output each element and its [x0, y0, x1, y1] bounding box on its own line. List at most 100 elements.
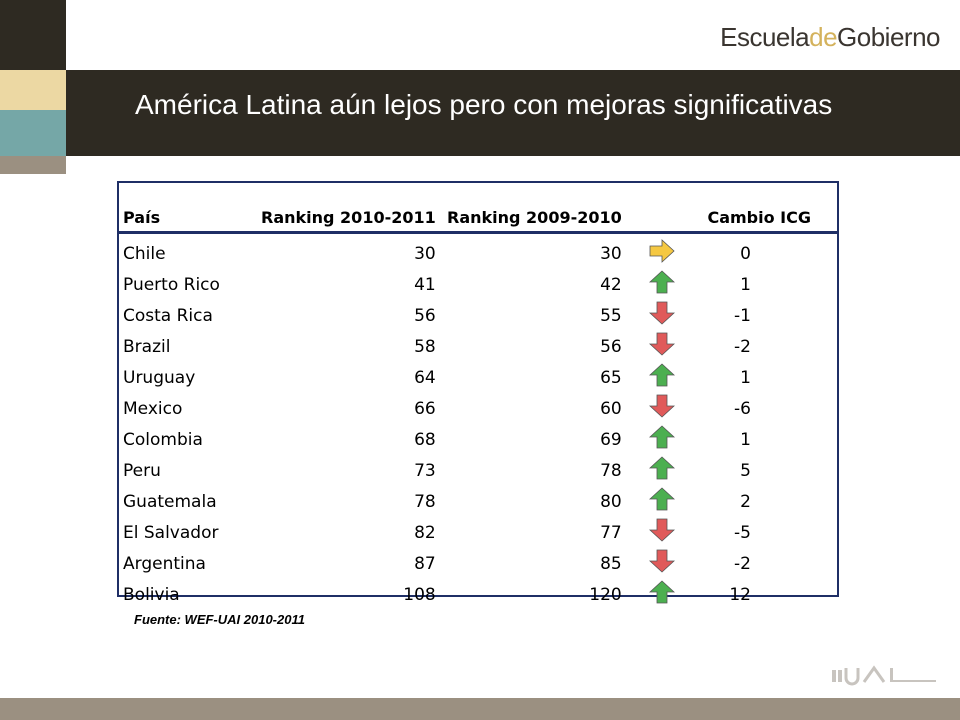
table-row: Costa Rica 56 55 -1 [119, 300, 837, 331]
table-row: Mexico 66 60 -6 [119, 393, 837, 424]
cell-trend [628, 517, 696, 548]
cell-country: Uruguay [123, 367, 196, 388]
cell-ranking-2009: 120 [589, 584, 622, 605]
cell-ranking-2009: 80 [600, 491, 622, 512]
uai-logo [830, 664, 940, 699]
header-country: País [119, 183, 257, 234]
table-row: Chile 30 30 0 [119, 233, 837, 270]
title-bar [66, 70, 960, 156]
cell-change: 1 [740, 429, 751, 450]
arrow-up-icon [648, 487, 675, 516]
cell-ranking-2010: 108 [403, 584, 436, 605]
ranking-table-container: País Ranking 2010-2011 Ranking 2009-2010… [117, 181, 839, 605]
cell-country: Costa Rica [123, 305, 213, 326]
cell-ranking-2009: 60 [600, 398, 622, 419]
table-row: Argentina 87 85 -2 [119, 548, 837, 579]
cell-trend [628, 486, 696, 517]
table-row: Peru 73 78 5 [119, 455, 837, 486]
arrow-up-icon [648, 580, 675, 609]
footer-bar [0, 698, 960, 720]
cell-ranking-2010: 56 [414, 305, 436, 326]
cell-change: -6 [734, 398, 751, 419]
table-header-row: País Ranking 2010-2011 Ranking 2009-2010… [119, 183, 837, 234]
cell-country: Mexico [123, 398, 183, 419]
cell-change: -1 [734, 305, 751, 326]
cell-ranking-2009: 77 [600, 522, 622, 543]
cell-ranking-2010: 73 [414, 460, 436, 481]
cell-change: -5 [734, 522, 751, 543]
cell-country: Chile [123, 243, 166, 264]
cell-country: Guatemala [123, 491, 217, 512]
table-body: Chile 30 30 0 Puerto Rico 41 42 1 Costa Rica 56 55… [119, 233, 837, 611]
cell-ranking-2009: 56 [600, 336, 622, 357]
header-change: Cambio ICG [695, 183, 837, 234]
header-trend [627, 183, 696, 234]
cell-ranking-2010: 58 [414, 336, 436, 357]
cell-trend [628, 233, 696, 270]
arrow-down-icon [648, 301, 675, 330]
arrow-up-icon [648, 425, 675, 454]
header-ranking-2009: Ranking 2009-2010 [441, 183, 628, 234]
cell-ranking-2009: 65 [600, 367, 622, 388]
cell-country: Colombia [123, 429, 203, 450]
cell-country: Puerto Rico [123, 274, 220, 295]
cell-ranking-2009: 78 [600, 460, 622, 481]
cell-trend [628, 393, 696, 424]
table-row: Brazil 58 56 -2 [119, 331, 837, 362]
source-note: Fuente: WEF-UAI 2010-2011 [134, 612, 305, 627]
ranking-table: País Ranking 2010-2011 Ranking 2009-2010… [119, 183, 837, 610]
arrow-down-icon [648, 549, 675, 578]
arrow-down-icon [648, 394, 675, 423]
cell-ranking-2009: 30 [600, 243, 622, 264]
cell-country: Bolivia [123, 584, 180, 605]
cell-trend [628, 300, 696, 331]
cell-ranking-2009: 55 [600, 305, 622, 326]
arrow-down-icon [648, 332, 675, 361]
arrow-right-icon [649, 239, 675, 268]
cell-ranking-2010: 30 [414, 243, 436, 264]
cell-change: -2 [734, 553, 751, 574]
cell-trend [628, 455, 696, 486]
table-row: Guatemala 78 80 2 [119, 486, 837, 517]
slide-title: América Latina aún lejos pero con mejora… [135, 89, 833, 120]
cell-change: 5 [740, 460, 751, 481]
corner-block-gray [0, 156, 66, 174]
cell-change: 12 [729, 584, 751, 605]
cell-change: -2 [734, 336, 751, 357]
cell-ranking-2010: 78 [414, 491, 436, 512]
cell-country: El Salvador [123, 522, 219, 543]
cell-change: 1 [740, 367, 751, 388]
arrow-down-icon [648, 518, 675, 547]
arrow-up-icon [648, 270, 675, 299]
cell-trend [628, 331, 696, 362]
cell-trend [628, 269, 696, 300]
cell-country: Argentina [123, 553, 206, 574]
arrow-up-icon [648, 363, 675, 392]
corner-block-dark [0, 0, 66, 70]
cell-trend [628, 548, 696, 579]
cell-change: 2 [740, 491, 751, 512]
corner-block-tan [0, 70, 66, 110]
table-row: Uruguay 64 65 1 [119, 362, 837, 393]
cell-ranking-2010: 68 [414, 429, 436, 450]
cell-ranking-2010: 87 [414, 553, 436, 574]
cell-trend [628, 424, 696, 455]
arrow-up-icon [648, 456, 675, 485]
cell-country: Peru [123, 460, 161, 481]
table-row: Bolivia 108 120 12 [119, 579, 837, 610]
header-ranking-2010: Ranking 2010-2011 [257, 183, 442, 234]
cell-ranking-2010: 82 [414, 522, 436, 543]
table-row: Puerto Rico 41 42 1 [119, 269, 837, 300]
cell-change: 0 [740, 243, 751, 264]
cell-country: Brazil [123, 336, 171, 357]
cell-ranking-2010: 64 [414, 367, 436, 388]
cell-change: 1 [740, 274, 751, 295]
cell-ranking-2009: 42 [600, 274, 622, 295]
cell-trend [628, 362, 696, 393]
escuela-de-gobierno-logo: EscueladeGobierno [720, 22, 940, 52]
cell-ranking-2009: 85 [600, 553, 622, 574]
table-row: Colombia 68 69 1 [119, 424, 837, 455]
cell-ranking-2010: 41 [414, 274, 436, 295]
cell-ranking-2010: 66 [414, 398, 436, 419]
cell-trend [628, 579, 696, 610]
